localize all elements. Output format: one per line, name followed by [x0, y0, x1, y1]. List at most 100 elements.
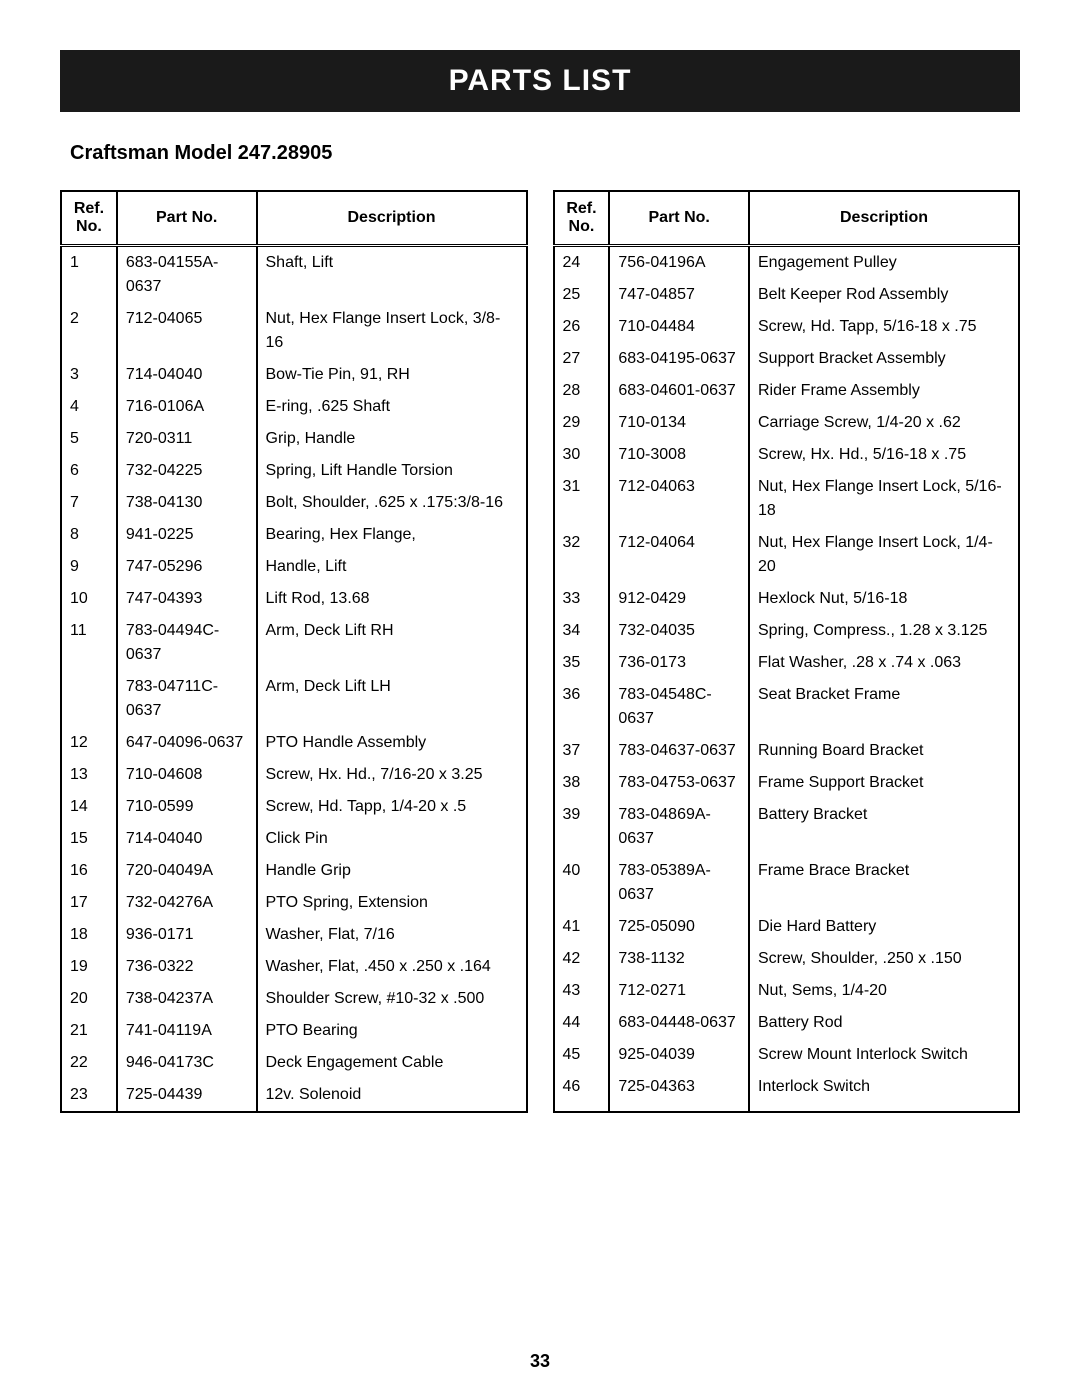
cell-part: 647-04096-0637 [117, 727, 257, 759]
cell-desc: Seat Bracket Frame [749, 679, 1019, 735]
cell-ref: 9 [61, 551, 117, 583]
cell-ref [61, 671, 117, 727]
cell-ref: 34 [554, 615, 610, 647]
cell-ref: 33 [554, 583, 610, 615]
table-row: 27683-04195-0637Support Bracket Assembly [554, 343, 1020, 375]
cell-part: 738-1132 [609, 943, 749, 975]
table-row: 29710-0134Carriage Screw, 1/4-20 x .62 [554, 407, 1020, 439]
table-row: 40783-05389A-0637Frame Brace Bracket [554, 855, 1020, 911]
cell-desc: Grip, Handle [257, 423, 527, 455]
cell-part: 732-04225 [117, 455, 257, 487]
table-row: 10747-04393Lift Rod, 13.68 [61, 583, 527, 615]
cell-desc: Carriage Screw, 1/4-20 x .62 [749, 407, 1019, 439]
table-row: 23725-0443912v. Solenoid [61, 1079, 527, 1112]
cell-ref: 27 [554, 343, 610, 375]
table-row: 24756-04196AEngagement Pulley [554, 246, 1020, 280]
cell-ref: 29 [554, 407, 610, 439]
cell-part: 946-04173C [117, 1047, 257, 1079]
cell-part: 783-04637-0637 [609, 735, 749, 767]
cell-ref: 12 [61, 727, 117, 759]
cell-part: 710-3008 [609, 439, 749, 471]
cell-part: 732-04035 [609, 615, 749, 647]
cell-part: 912-0429 [609, 583, 749, 615]
cell-ref: 4 [61, 391, 117, 423]
cell-part: 714-04040 [117, 823, 257, 855]
cell-ref: 25 [554, 279, 610, 311]
cell-ref: 46 [554, 1071, 610, 1103]
cell-ref: 2 [61, 303, 117, 359]
cell-part: 736-0173 [609, 647, 749, 679]
cell-part: 710-0134 [609, 407, 749, 439]
cell-desc: Die Hard Battery [749, 911, 1019, 943]
table-row: 26710-04484Screw, Hd. Tapp, 5/16-18 x .7… [554, 311, 1020, 343]
cell-ref: 19 [61, 951, 117, 983]
table-header-row: Ref. No. Part No. Description [554, 191, 1020, 246]
table-row: 9747-05296Handle, Lift [61, 551, 527, 583]
cell-part: 925-04039 [609, 1039, 749, 1071]
cell-desc: Flat Washer, .28 x .74 x .063 [749, 647, 1019, 679]
cell-desc: PTO Handle Assembly [257, 727, 527, 759]
cell-part: 738-04130 [117, 487, 257, 519]
table-row: 34732-04035Spring, Compress., 1.28 x 3.1… [554, 615, 1020, 647]
table-row: 6732-04225Spring, Lift Handle Torsion [61, 455, 527, 487]
header-ref: Ref. No. [61, 191, 117, 246]
cell-desc: Bearing, Hex Flange, [257, 519, 527, 551]
cell-desc: Shaft, Lift [257, 246, 527, 304]
cell-desc: Support Bracket Assembly [749, 343, 1019, 375]
table-row: 43712-0271Nut, Sems, 1/4-20 [554, 975, 1020, 1007]
header-part: Part No. [609, 191, 749, 246]
cell-ref: 11 [61, 615, 117, 671]
table-row: 7738-04130Bolt, Shoulder, .625 x .175:3/… [61, 487, 527, 519]
table-row: 39783-04869A-0637Battery Bracket [554, 799, 1020, 855]
table-row: 17732-04276APTO Spring, Extension [61, 887, 527, 919]
cell-ref: 43 [554, 975, 610, 1007]
cell-desc: Rider Frame Assembly [749, 375, 1019, 407]
cell-desc: Handle Grip [257, 855, 527, 887]
cell-part: 732-04276A [117, 887, 257, 919]
cell-part: 714-04040 [117, 359, 257, 391]
cell-part: 683-04601-0637 [609, 375, 749, 407]
table-row: 8941-0225Bearing, Hex Flange, [61, 519, 527, 551]
table-row: 41725-05090Die Hard Battery [554, 911, 1020, 943]
table-row: 45925-04039Screw Mount Interlock Switch [554, 1039, 1020, 1071]
cell-desc: Battery Rod [749, 1007, 1019, 1039]
cell-ref: 35 [554, 647, 610, 679]
header-part: Part No. [117, 191, 257, 246]
cell-desc: Frame Brace Bracket [749, 855, 1019, 911]
cell-ref: 44 [554, 1007, 610, 1039]
cell-ref: 38 [554, 767, 610, 799]
cell-ref: 7 [61, 487, 117, 519]
cell-desc: Screw, Shoulder, .250 x .150 [749, 943, 1019, 975]
cell-desc: Screw, Hd. Tapp, 1/4-20 x .5 [257, 791, 527, 823]
header-desc: Description [257, 191, 527, 246]
cell-part: 716-0106A [117, 391, 257, 423]
table-row: 14710-0599Screw, Hd. Tapp, 1/4-20 x .5 [61, 791, 527, 823]
cell-ref: 15 [61, 823, 117, 855]
cell-desc: Deck Engagement Cable [257, 1047, 527, 1079]
table-row: 38783-04753-0637Frame Support Bracket [554, 767, 1020, 799]
cell-part: 712-04064 [609, 527, 749, 583]
cell-desc: Shoulder Screw, #10-32 x .500 [257, 983, 527, 1015]
cell-desc: Spring, Compress., 1.28 x 3.125 [749, 615, 1019, 647]
cell-part: 941-0225 [117, 519, 257, 551]
cell-part: 756-04196A [609, 246, 749, 280]
cell-ref: 24 [554, 246, 610, 280]
cell-ref: 13 [61, 759, 117, 791]
cell-desc: Nut, Hex Flange Insert Lock, 5/16-18 [749, 471, 1019, 527]
cell-desc: Screw Mount Interlock Switch [749, 1039, 1019, 1071]
cell-desc: Lift Rod, 13.68 [257, 583, 527, 615]
cell-ref: 21 [61, 1015, 117, 1047]
table-row: 19736-0322Washer, Flat, .450 x .250 x .1… [61, 951, 527, 983]
cell-part: 712-0271 [609, 975, 749, 1007]
cell-desc: Spring, Lift Handle Torsion [257, 455, 527, 487]
cell-part: 710-04484 [609, 311, 749, 343]
table-header-row: Ref. No. Part No. Description [61, 191, 527, 246]
cell-ref: 18 [61, 919, 117, 951]
cell-ref: 41 [554, 911, 610, 943]
cell-part: 783-04548C-0637 [609, 679, 749, 735]
cell-desc: Arm, Deck Lift LH [257, 671, 527, 727]
cell-desc: PTO Spring, Extension [257, 887, 527, 919]
table-row: 46725-04363Interlock Switch [554, 1071, 1020, 1103]
cell-part: 712-04065 [117, 303, 257, 359]
cell-ref: 22 [61, 1047, 117, 1079]
